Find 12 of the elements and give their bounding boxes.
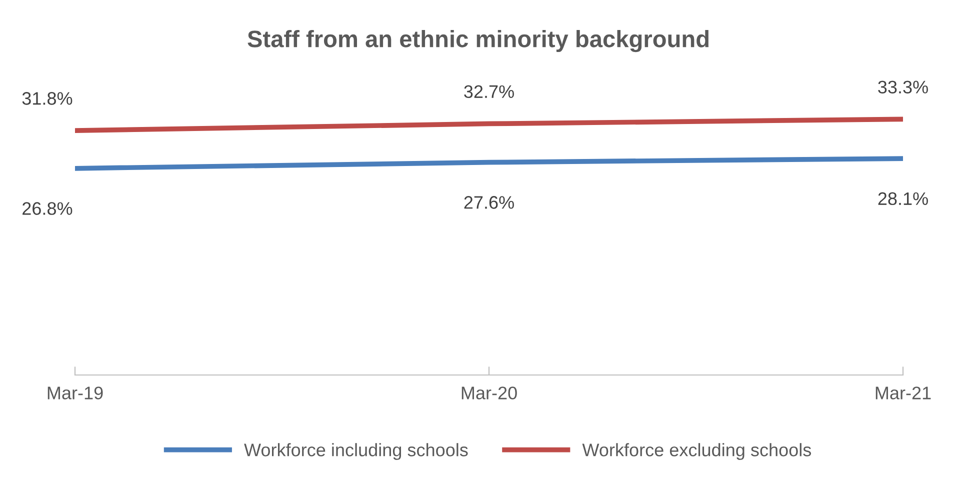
data-label: 33.3% [878,80,928,94]
data-label: 31.8% [22,92,72,105]
legend-label: Workforce excluding schools [582,443,812,460]
x-tick-label: Mar-19 [48,386,103,400]
data-label: 27.6% [464,196,514,209]
data-label: 32.7% [464,85,514,98]
data-label: 28.1% [878,192,928,206]
x-tick-label: Mar-21 [876,386,931,400]
data-label: 26.8% [22,202,72,215]
chart-title: Staff from an ethnic minority background [248,30,708,52]
legend-label: Workforce including schools [244,443,468,460]
x-tick-label: Mar-20 [462,386,517,400]
